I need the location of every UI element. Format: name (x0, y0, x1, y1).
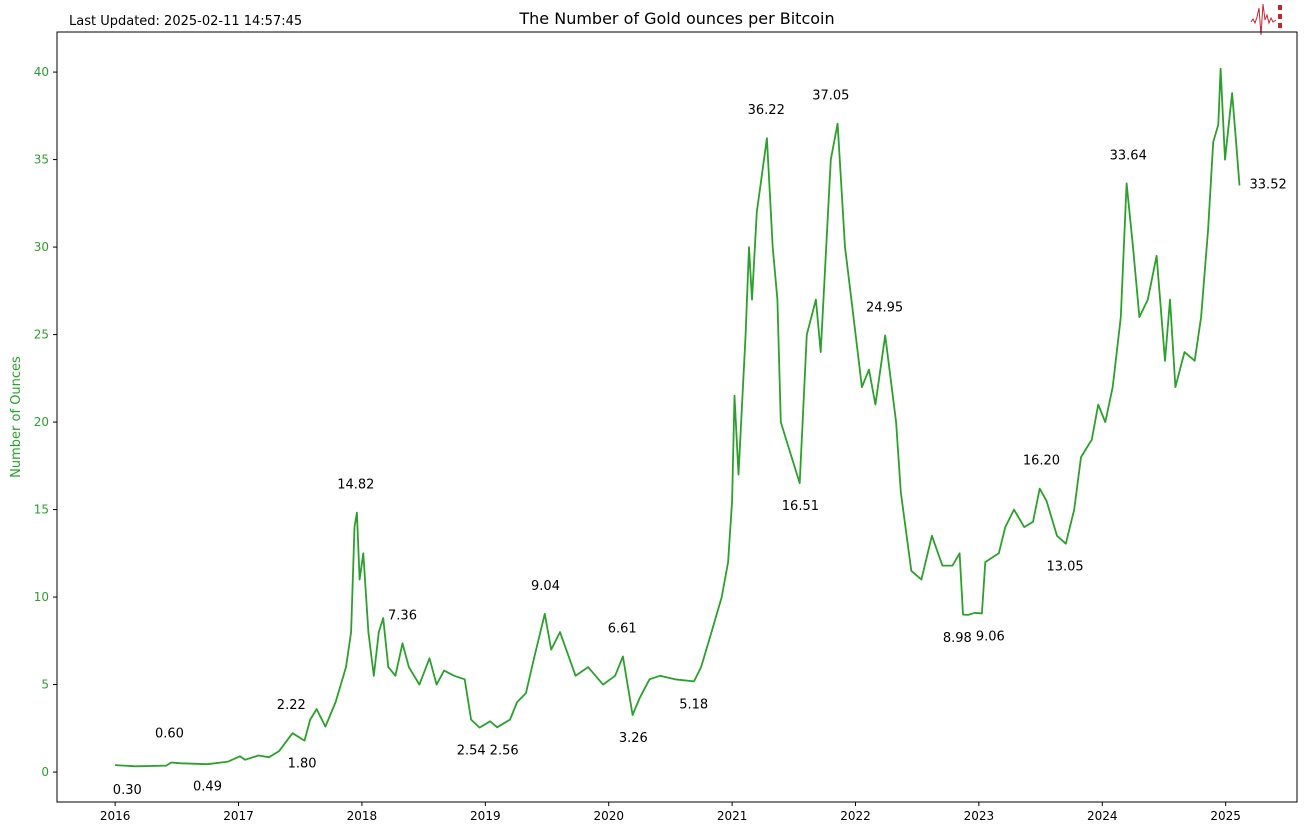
annotation-label: 2.22 (277, 698, 306, 713)
annotation-label: 2.54 (457, 744, 486, 759)
annotation-label: 16.51 (782, 499, 819, 514)
y-tick-label: 20 (34, 415, 49, 429)
annotation-label: 8.98 (943, 631, 972, 646)
x-tick-label: 2021 (717, 809, 748, 823)
y-tick-label: 15 (34, 503, 49, 517)
x-tick-label: 2019 (470, 809, 501, 823)
annotation-label: 33.64 (1110, 148, 1147, 163)
annotation-label: 1.80 (288, 757, 317, 772)
annotation-label: 9.04 (531, 579, 560, 594)
annotation-label: 5.18 (679, 697, 708, 712)
y-tick-label: 35 (34, 153, 49, 167)
y-tick-label: 0 (41, 765, 49, 779)
annotation-label: 3.26 (619, 731, 648, 746)
x-tick-label: 2022 (840, 809, 871, 823)
x-tick-label: 2016 (100, 809, 131, 823)
y-tick-label: 25 (34, 328, 49, 342)
x-tick-label: 2023 (964, 809, 995, 823)
last-updated-text: Last Updated: 2025-02-11 14:57:45 (69, 14, 302, 29)
plot-frame (56, 31, 1298, 803)
y-tick-label: 40 (34, 65, 49, 79)
y-axis-label: Number of Ounces (9, 356, 24, 478)
annotation-label: 7.36 (388, 608, 417, 623)
x-tick-label: 2025 (1210, 809, 1241, 823)
annotation-label: 0.60 (155, 727, 184, 742)
annotation-label: 24.95 (866, 300, 903, 315)
signal2noise-logo (1250, 0, 1300, 36)
annotation-label: 16.20 (1023, 454, 1060, 469)
annotation-label: 33.52 (1250, 177, 1287, 192)
annotation-label: 36.22 (748, 103, 785, 118)
x-tick-label: 2020 (593, 809, 624, 823)
y-tick-label: 30 (34, 240, 49, 254)
annotation-label: 9.06 (976, 630, 1005, 645)
chart-title: The Number of Gold ounces per Bitcoin (518, 9, 834, 28)
annotation-label: 6.61 (608, 621, 637, 636)
y-tick-label: 10 (34, 590, 49, 604)
annotation-label: 13.05 (1046, 560, 1083, 575)
annotation-label: 0.30 (113, 783, 142, 798)
annotation-label: 0.49 (193, 780, 222, 795)
y-tick-label: 5 (41, 678, 49, 692)
annotation-label: 14.82 (337, 478, 374, 493)
x-tick-label: 2017 (223, 809, 254, 823)
series-line (115, 67, 1241, 768)
annotation-label: 2.56 (490, 743, 519, 758)
x-tick-label: 2018 (347, 809, 378, 823)
annotation-label: 37.05 (812, 89, 849, 104)
x-tick-label: 2024 (1087, 809, 1118, 823)
